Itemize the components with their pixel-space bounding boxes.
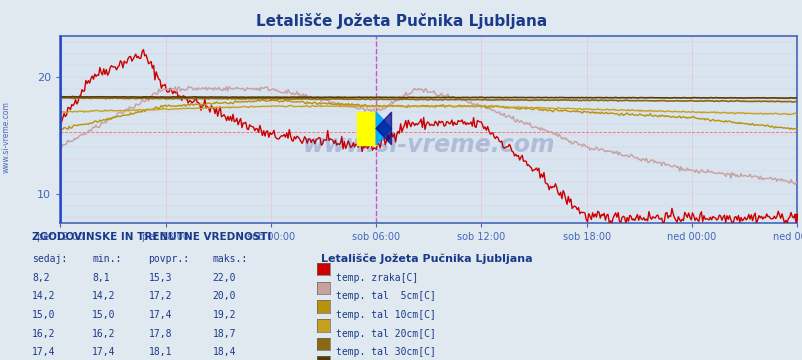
Text: 17,4: 17,4	[148, 310, 172, 320]
Text: 15,0: 15,0	[32, 310, 55, 320]
Text: ZGODOVINSKE IN TRENUTNE VREDNOSTI: ZGODOVINSKE IN TRENUTNE VREDNOSTI	[32, 232, 271, 242]
Polygon shape	[375, 112, 391, 145]
Text: 18,4: 18,4	[213, 347, 236, 357]
Bar	[357, 112, 375, 145]
Text: Letališče Jožeta Pučnika Ljubljana: Letališče Jožeta Pučnika Ljubljana	[256, 13, 546, 28]
Text: povpr.:: povpr.:	[148, 254, 189, 264]
Text: min.:: min.:	[92, 254, 122, 264]
Text: 19,2: 19,2	[213, 310, 236, 320]
Text: 16,2: 16,2	[32, 329, 55, 339]
Text: temp. tal 10cm[C]: temp. tal 10cm[C]	[335, 310, 435, 320]
Text: temp. tal 30cm[C]: temp. tal 30cm[C]	[335, 347, 435, 357]
Text: 17,8: 17,8	[148, 329, 172, 339]
Text: 15,0: 15,0	[92, 310, 115, 320]
Text: Letališče Jožeta Pučnika Ljubljana: Letališče Jožeta Pučnika Ljubljana	[321, 254, 533, 264]
Text: 8,2: 8,2	[32, 273, 50, 283]
Text: temp. zraka[C]: temp. zraka[C]	[335, 273, 417, 283]
Text: 18,1: 18,1	[148, 347, 172, 357]
Text: 22,0: 22,0	[213, 273, 236, 283]
Text: 17,4: 17,4	[32, 347, 55, 357]
Text: temp. tal 20cm[C]: temp. tal 20cm[C]	[335, 329, 435, 339]
Polygon shape	[375, 112, 391, 145]
Text: maks.:: maks.:	[213, 254, 248, 264]
Text: 14,2: 14,2	[92, 291, 115, 301]
Text: sedaj:: sedaj:	[32, 254, 67, 264]
Text: 17,4: 17,4	[92, 347, 115, 357]
Text: 18,7: 18,7	[213, 329, 236, 339]
Text: www.si-vreme.com: www.si-vreme.com	[2, 101, 11, 173]
Text: 16,2: 16,2	[92, 329, 115, 339]
Text: www.si-vreme.com: www.si-vreme.com	[302, 132, 554, 157]
Text: 15,3: 15,3	[148, 273, 172, 283]
Text: 20,0: 20,0	[213, 291, 236, 301]
Text: 17,2: 17,2	[148, 291, 172, 301]
Text: 8,1: 8,1	[92, 273, 110, 283]
Text: 14,2: 14,2	[32, 291, 55, 301]
Text: temp. tal  5cm[C]: temp. tal 5cm[C]	[335, 291, 435, 301]
